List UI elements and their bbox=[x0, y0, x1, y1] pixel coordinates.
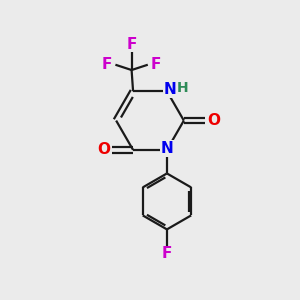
Text: N: N bbox=[160, 141, 173, 156]
Text: O: O bbox=[97, 142, 110, 158]
Text: F: F bbox=[151, 57, 161, 72]
Text: F: F bbox=[102, 57, 112, 72]
Text: F: F bbox=[126, 37, 137, 52]
Text: O: O bbox=[207, 113, 220, 128]
Text: H: H bbox=[176, 81, 188, 95]
Text: N: N bbox=[164, 82, 177, 97]
Text: F: F bbox=[162, 246, 172, 261]
